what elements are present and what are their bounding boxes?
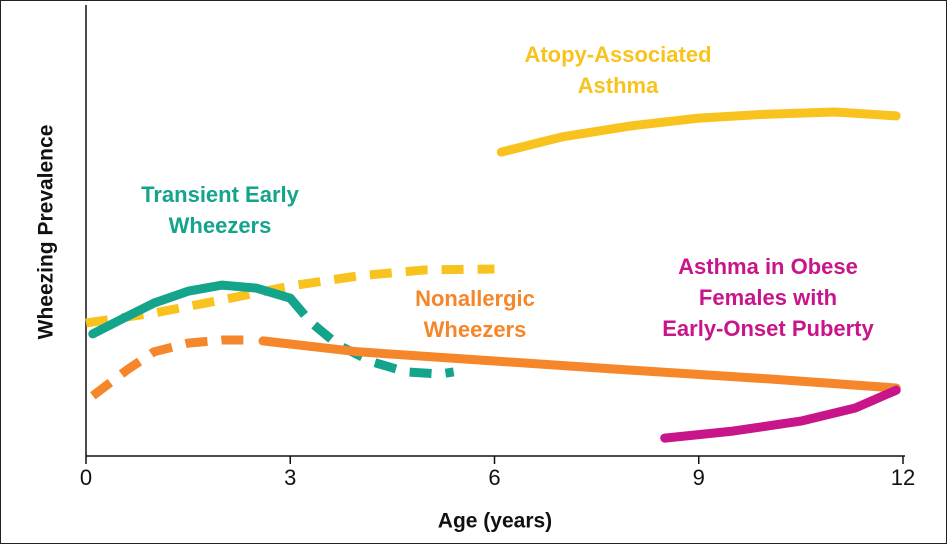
series-annotation: Atopy-Associated <box>524 42 711 67</box>
x-tick-label: 9 <box>693 465 705 490</box>
series-line <box>660 385 901 443</box>
series-annotation: Nonallergic <box>415 286 535 311</box>
series-annotation: Wheezers <box>424 317 527 342</box>
x-tick-label: 6 <box>488 465 500 490</box>
x-tick-label: 12 <box>891 465 915 490</box>
series-line <box>258 336 901 393</box>
x-tick-label: 3 <box>284 465 296 490</box>
series-annotation: Asthma in Obese <box>678 254 858 279</box>
series-annotation: Females with <box>699 285 837 310</box>
series-line <box>88 280 295 339</box>
series-annotation: Wheezers <box>169 213 272 238</box>
series-annotation: Transient Early <box>141 182 300 207</box>
x-axis-title: Age (years) <box>438 510 552 533</box>
y-axis-title: Wheezing Prevalence <box>35 125 58 340</box>
series-line <box>496 107 901 157</box>
x-tick-label: 0 <box>80 465 92 490</box>
series-line <box>90 335 257 400</box>
series-annotation: Early-Onset Puberty <box>662 316 874 341</box>
series-annotation: Asthma <box>578 73 659 98</box>
series-line <box>85 264 495 328</box>
